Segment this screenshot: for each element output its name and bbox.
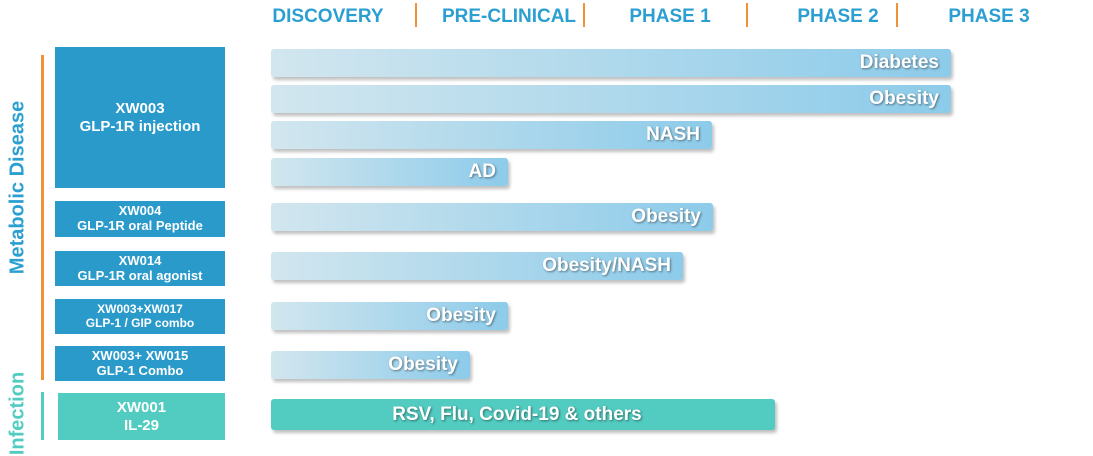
program-code: XW001 — [116, 399, 167, 417]
indication-bar: Obesity — [271, 203, 713, 231]
program-box: XW003+ XW015 GLP-1 Combo — [55, 346, 225, 381]
indication-bar: RSV, Flu, Covid-19 & others — [271, 399, 775, 430]
indication-bar: Obesity/NASH — [271, 252, 683, 280]
program-name: IL-29 — [123, 416, 159, 434]
program-name: GLP-1R oral agonist — [77, 267, 203, 283]
program-box: XW003+XW017 GLP-1 / GIP combo — [55, 299, 225, 334]
group-line — [41, 392, 44, 440]
program-code: XW014 — [118, 252, 162, 268]
phase-header: PHASE 2 — [797, 6, 879, 27]
program-code: XW003+ XW015 — [91, 347, 189, 363]
program-box: XW014 GLP-1R oral agonist — [55, 251, 225, 286]
program-code: XW004 — [118, 203, 162, 219]
separator — [896, 3, 898, 27]
program-box: XW003 GLP-1R injection — [55, 47, 225, 188]
program-code: XW003 — [115, 100, 165, 118]
group-label: Infection — [6, 371, 29, 456]
separator — [415, 3, 417, 27]
indication-bar: Diabetes — [271, 49, 951, 77]
phase-header: PHASE 1 — [629, 6, 711, 27]
separator — [583, 3, 585, 27]
program-name: GLP-1R injection — [79, 117, 201, 135]
program-name: GLP-1R oral Peptide — [77, 218, 203, 233]
group-line — [41, 55, 44, 380]
phase-header: PHASE 3 — [948, 6, 1030, 27]
program-code: XW003+XW017 — [97, 301, 183, 316]
program-box: XW004 GLP-1R oral Peptide — [55, 201, 225, 237]
separator — [746, 3, 748, 27]
indication-bar: Obesity — [271, 351, 470, 379]
indication-bar: NASH — [271, 121, 712, 149]
program-box: XW001 IL-29 — [58, 393, 225, 440]
program-name: GLP-1 Combo — [96, 362, 184, 378]
indication-bar: AD — [271, 158, 508, 186]
phase-header: PRE-CLINICAL — [441, 6, 577, 27]
phase-header: DISCOVERY — [272, 6, 384, 27]
indication-bar: Obesity — [271, 302, 508, 330]
program-name: GLP-1 / GIP combo — [85, 315, 195, 330]
group-label: Metabolic Disease — [6, 100, 29, 275]
indication-bar: Obesity — [271, 85, 951, 113]
